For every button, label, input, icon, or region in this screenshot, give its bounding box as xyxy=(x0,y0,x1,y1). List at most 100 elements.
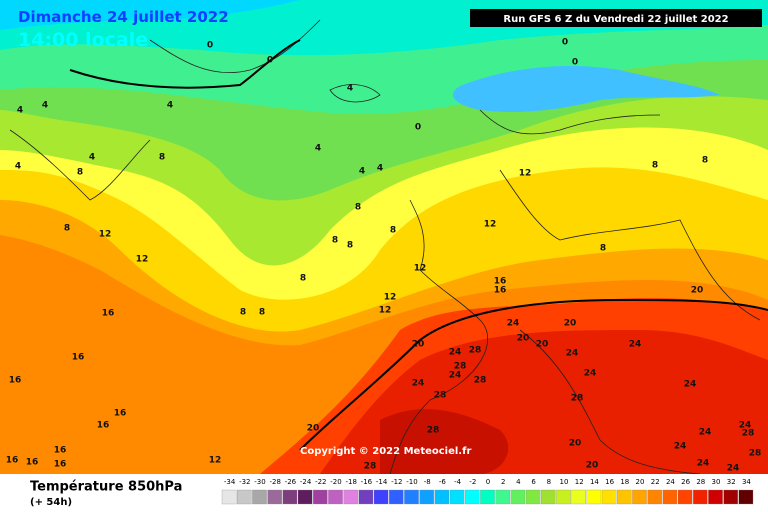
contour-label: 8 xyxy=(64,224,70,234)
contour-label: 24 xyxy=(727,464,740,474)
color-scale: -34 -32 -30 -28 -26 -24 -22 -20 -18 -16 -14 -12 -10-… xyxy=(221,478,754,505)
scale-swatch xyxy=(662,489,678,505)
scale-swatch xyxy=(495,489,510,505)
scale-label: 34 xyxy=(742,478,751,486)
contour-label: 8 xyxy=(77,168,83,178)
contour-label: 8 xyxy=(159,153,165,163)
footer-title: Température 850hPa xyxy=(30,480,182,495)
scale-label: -34 xyxy=(224,478,236,486)
contour-label: 20 xyxy=(412,340,425,350)
contour-label: 28 xyxy=(454,362,467,372)
scale-swatch xyxy=(328,489,343,505)
contour-label: 12 xyxy=(414,264,427,274)
contour-label: 24 xyxy=(507,319,520,329)
scale-swatch xyxy=(677,489,693,505)
contour-label: 8 xyxy=(300,274,306,284)
contour-label: 8 xyxy=(702,156,708,166)
contour-label: 16 xyxy=(102,309,115,319)
scale-swatch xyxy=(313,489,328,505)
scale-label: 28 xyxy=(696,478,705,486)
contour-label: 28 xyxy=(469,346,482,356)
scale-label: -4 xyxy=(454,478,462,486)
contour-label: 8 xyxy=(355,203,361,213)
contour-label: 28 xyxy=(749,449,762,459)
contour-label: 24 xyxy=(684,380,697,390)
contour-label: 4 xyxy=(89,153,95,163)
contour-label: 24 xyxy=(449,371,462,381)
contour-label: 28 xyxy=(434,391,447,401)
contour-label: 0 xyxy=(572,58,578,68)
contour-label: 16 xyxy=(114,409,127,419)
scale-swatch xyxy=(237,489,252,505)
footer-lead: (+ 54h) xyxy=(30,497,72,508)
contour-label: 4 xyxy=(315,144,321,154)
contour-label: 4 xyxy=(347,84,353,94)
contour-label: 20 xyxy=(536,340,549,350)
scale-swatch xyxy=(708,489,723,505)
scale-swatch xyxy=(556,489,571,505)
scale-label: 4 xyxy=(516,478,521,486)
scale-swatch xyxy=(632,489,647,505)
scale-swatch xyxy=(389,489,404,505)
isotherm-0 xyxy=(69,39,301,89)
contour-label: 28 xyxy=(474,376,487,386)
scale-swatch xyxy=(449,489,465,505)
contour-label: 16 xyxy=(6,456,19,466)
scale-label: 12 xyxy=(575,478,584,486)
contour-label: 24 xyxy=(674,442,687,452)
scale-swatch xyxy=(617,489,632,505)
contour-label: 12 xyxy=(484,220,497,230)
scale-label: -28 xyxy=(269,478,280,486)
contour-label: 24 xyxy=(449,348,462,358)
scale-swatch xyxy=(221,489,237,505)
coastlines xyxy=(9,19,761,475)
contour-label: 8 xyxy=(240,308,246,318)
temperature-field xyxy=(0,0,768,474)
contour-label: 20 xyxy=(307,424,320,434)
forecast-date: Dimanche 24 juillet 2022 xyxy=(18,8,229,26)
scale-swatch xyxy=(510,489,526,505)
scale-label: 30 xyxy=(712,478,721,486)
scale-swatch xyxy=(358,489,374,505)
contour-label: 12 xyxy=(209,456,222,466)
contour-label: 20 xyxy=(569,439,582,449)
scale-label: -22 xyxy=(315,478,326,486)
run-info: Run GFS 6 Z du Vendredi 22 juillet 2022 xyxy=(503,14,728,25)
copyright: Copyright © 2022 Meteociel.fr xyxy=(300,446,471,457)
contour-label: 4 xyxy=(17,106,23,116)
contour-label: 0 xyxy=(207,41,213,51)
contour-label: 16 xyxy=(54,446,67,456)
scale-swatch xyxy=(723,489,738,505)
scale-label: 32 xyxy=(727,478,736,486)
contour-label: 4 xyxy=(15,162,21,172)
contour-label: 8 xyxy=(652,161,658,171)
contour-label: 12 xyxy=(136,255,149,265)
contour-label: 12 xyxy=(384,293,397,303)
contour-label: 4 xyxy=(359,167,365,177)
scale-label: 2 xyxy=(501,478,505,486)
scale-label: 0 xyxy=(486,478,490,486)
contour-label: 0 xyxy=(267,56,273,66)
contour-label: 12 xyxy=(99,230,112,240)
contour-label: 20 xyxy=(691,286,704,296)
contour-label: 8 xyxy=(259,308,265,318)
run-box xyxy=(470,9,762,27)
contour-label: 24 xyxy=(699,428,712,438)
scale-label: -6 xyxy=(439,478,447,486)
scale-label: 24 xyxy=(666,478,675,486)
contour-label: 16 xyxy=(494,277,507,287)
scale-label: 22 xyxy=(651,478,660,486)
scale-label: -18 xyxy=(345,478,356,486)
scale-swatch xyxy=(525,489,541,505)
scale-swatch xyxy=(434,489,450,505)
scale-swatch xyxy=(267,489,282,505)
contour-label: 4 xyxy=(167,101,173,111)
scale-label: 6 xyxy=(531,478,536,486)
contour-label: 8 xyxy=(332,236,338,246)
contour-label: 24 xyxy=(629,340,642,350)
contour-label: 16 xyxy=(54,460,67,470)
contour-label: 16 xyxy=(9,376,22,386)
scale-label: 20 xyxy=(636,478,645,486)
scale-swatch xyxy=(465,489,480,505)
contour-label: 12 xyxy=(379,306,392,316)
